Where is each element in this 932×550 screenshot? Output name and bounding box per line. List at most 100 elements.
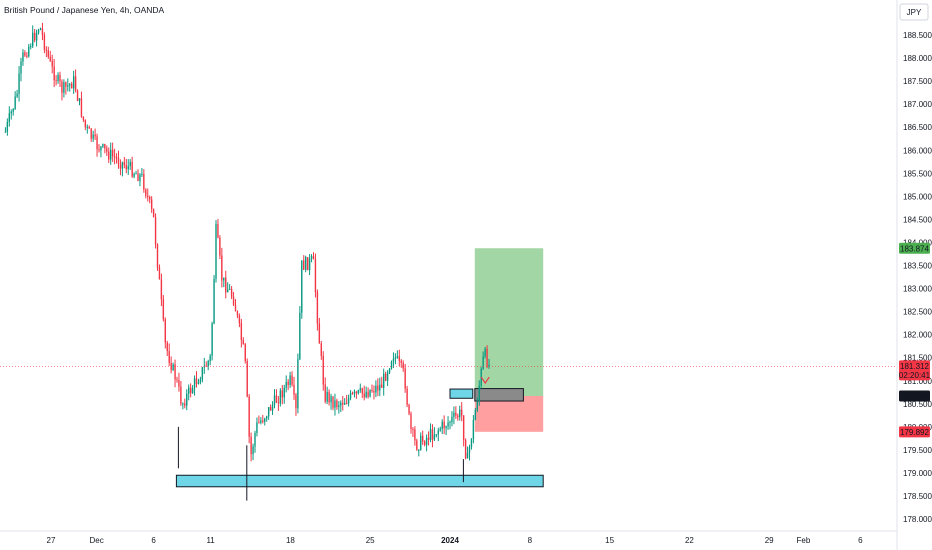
- candle-body: [143, 173, 145, 190]
- candle-body: [474, 410, 477, 421]
- candle-body: [289, 375, 291, 386]
- candle-body: [369, 389, 371, 397]
- candle-body: [234, 304, 237, 312]
- y-tick-label: 180.500: [903, 400, 932, 409]
- candle-body: [90, 128, 92, 139]
- candle-body: [359, 388, 361, 391]
- y-tick-label: 185.000: [903, 192, 932, 201]
- candle-body: [133, 173, 135, 177]
- y-tick-label: 181.500: [903, 354, 932, 363]
- y-tick-label: 183.500: [903, 262, 932, 271]
- candle-body: [334, 400, 336, 408]
- candle-body: [422, 435, 424, 442]
- candle-body: [423, 441, 426, 445]
- candle-body: [349, 392, 352, 399]
- candle-body: [445, 426, 447, 429]
- candle-body: [443, 421, 445, 429]
- candle-body: [420, 435, 422, 450]
- y-tick-label: 179.000: [903, 469, 932, 478]
- currency-button[interactable]: [899, 3, 929, 21]
- candle-body: [43, 34, 46, 50]
- candle-body: [223, 277, 225, 281]
- candle-body: [80, 98, 83, 117]
- candle-body: [195, 378, 198, 384]
- candles-layer: [4, 22, 490, 501]
- candle-body: [269, 407, 272, 411]
- candle-body: [106, 148, 108, 152]
- candle-body: [88, 126, 90, 129]
- x-tick-label: 18: [286, 536, 295, 545]
- candle-body: [340, 402, 342, 406]
- x-tick-label: 29: [765, 536, 774, 545]
- candle-body: [260, 420, 262, 423]
- candle-body: [250, 436, 252, 455]
- candle-body: [338, 405, 340, 408]
- time-axis[interactable]: 27 Dec 6 11 18 25 2024 8 15 22 29 Feb 6: [47, 536, 864, 545]
- candle-body: [18, 73, 20, 94]
- candle-body: [69, 83, 71, 86]
- candle-body: [98, 149, 100, 151]
- price-axis[interactable]: 188.500 188.000 187.500 187.000 186.500 186.0…: [903, 31, 932, 524]
- candle-body: [400, 360, 402, 363]
- candle-body: [277, 402, 280, 404]
- candle-body: [367, 391, 369, 397]
- candle-body: [238, 315, 241, 324]
- candle-body: [219, 237, 221, 256]
- overlays-layer: [0, 365, 897, 385]
- candle-body: [273, 395, 276, 405]
- candle-body: [188, 387, 190, 394]
- candle-body: [429, 429, 432, 440]
- candle-body: [221, 255, 223, 281]
- candle-body: [61, 81, 63, 93]
- candle-body: [96, 136, 98, 150]
- candle-body: [457, 415, 459, 418]
- candle-body: [486, 348, 488, 367]
- candle-body: [160, 279, 163, 300]
- candle-body: [414, 429, 416, 441]
- candle-body: [211, 323, 213, 356]
- candle-body: [281, 390, 283, 398]
- y-tick-label: 184.500: [903, 215, 932, 224]
- candle-body: [152, 208, 155, 218]
- candle-body: [254, 432, 256, 447]
- candle-body: [351, 392, 354, 394]
- candle-body: [342, 402, 344, 405]
- candle-body: [299, 312, 301, 360]
- candle-body: [67, 85, 69, 87]
- candle-body: [412, 428, 414, 430]
- candle-body: [30, 46, 32, 48]
- candle-body: [55, 80, 57, 82]
- candle-body: [191, 388, 194, 394]
- candle-body: [199, 379, 202, 383]
- candle-body: [326, 392, 328, 402]
- candle-body: [377, 385, 379, 391]
- candle-body: [14, 96, 16, 109]
- candle-body: [258, 422, 260, 424]
- candle-body: [390, 361, 393, 369]
- candle-body: [145, 189, 147, 196]
- candle-body: [461, 409, 463, 416]
- candle-body: [74, 76, 77, 91]
- candle-body: [470, 438, 473, 448]
- candle-body: [462, 415, 465, 440]
- candle-body: [287, 381, 289, 386]
- candle-body: [433, 434, 436, 440]
- candle-body: [441, 421, 443, 429]
- y-tick-label: 188.500: [903, 31, 932, 40]
- candle-body: [57, 74, 59, 82]
- x-tick-label: 25: [366, 536, 375, 545]
- candle-body: [252, 446, 254, 455]
- candle-body: [371, 389, 373, 392]
- candle-body: [178, 380, 180, 387]
- candle-body: [447, 422, 449, 427]
- candle-body: [402, 362, 404, 369]
- price-badge: [899, 360, 930, 381]
- candle-body: [168, 351, 170, 363]
- y-tick-label: 181.000: [903, 377, 932, 386]
- candle-body: [65, 82, 67, 87]
- candle-body: [386, 372, 389, 381]
- candle-body: [464, 439, 467, 459]
- price-badge-label: 180.669: [900, 392, 929, 401]
